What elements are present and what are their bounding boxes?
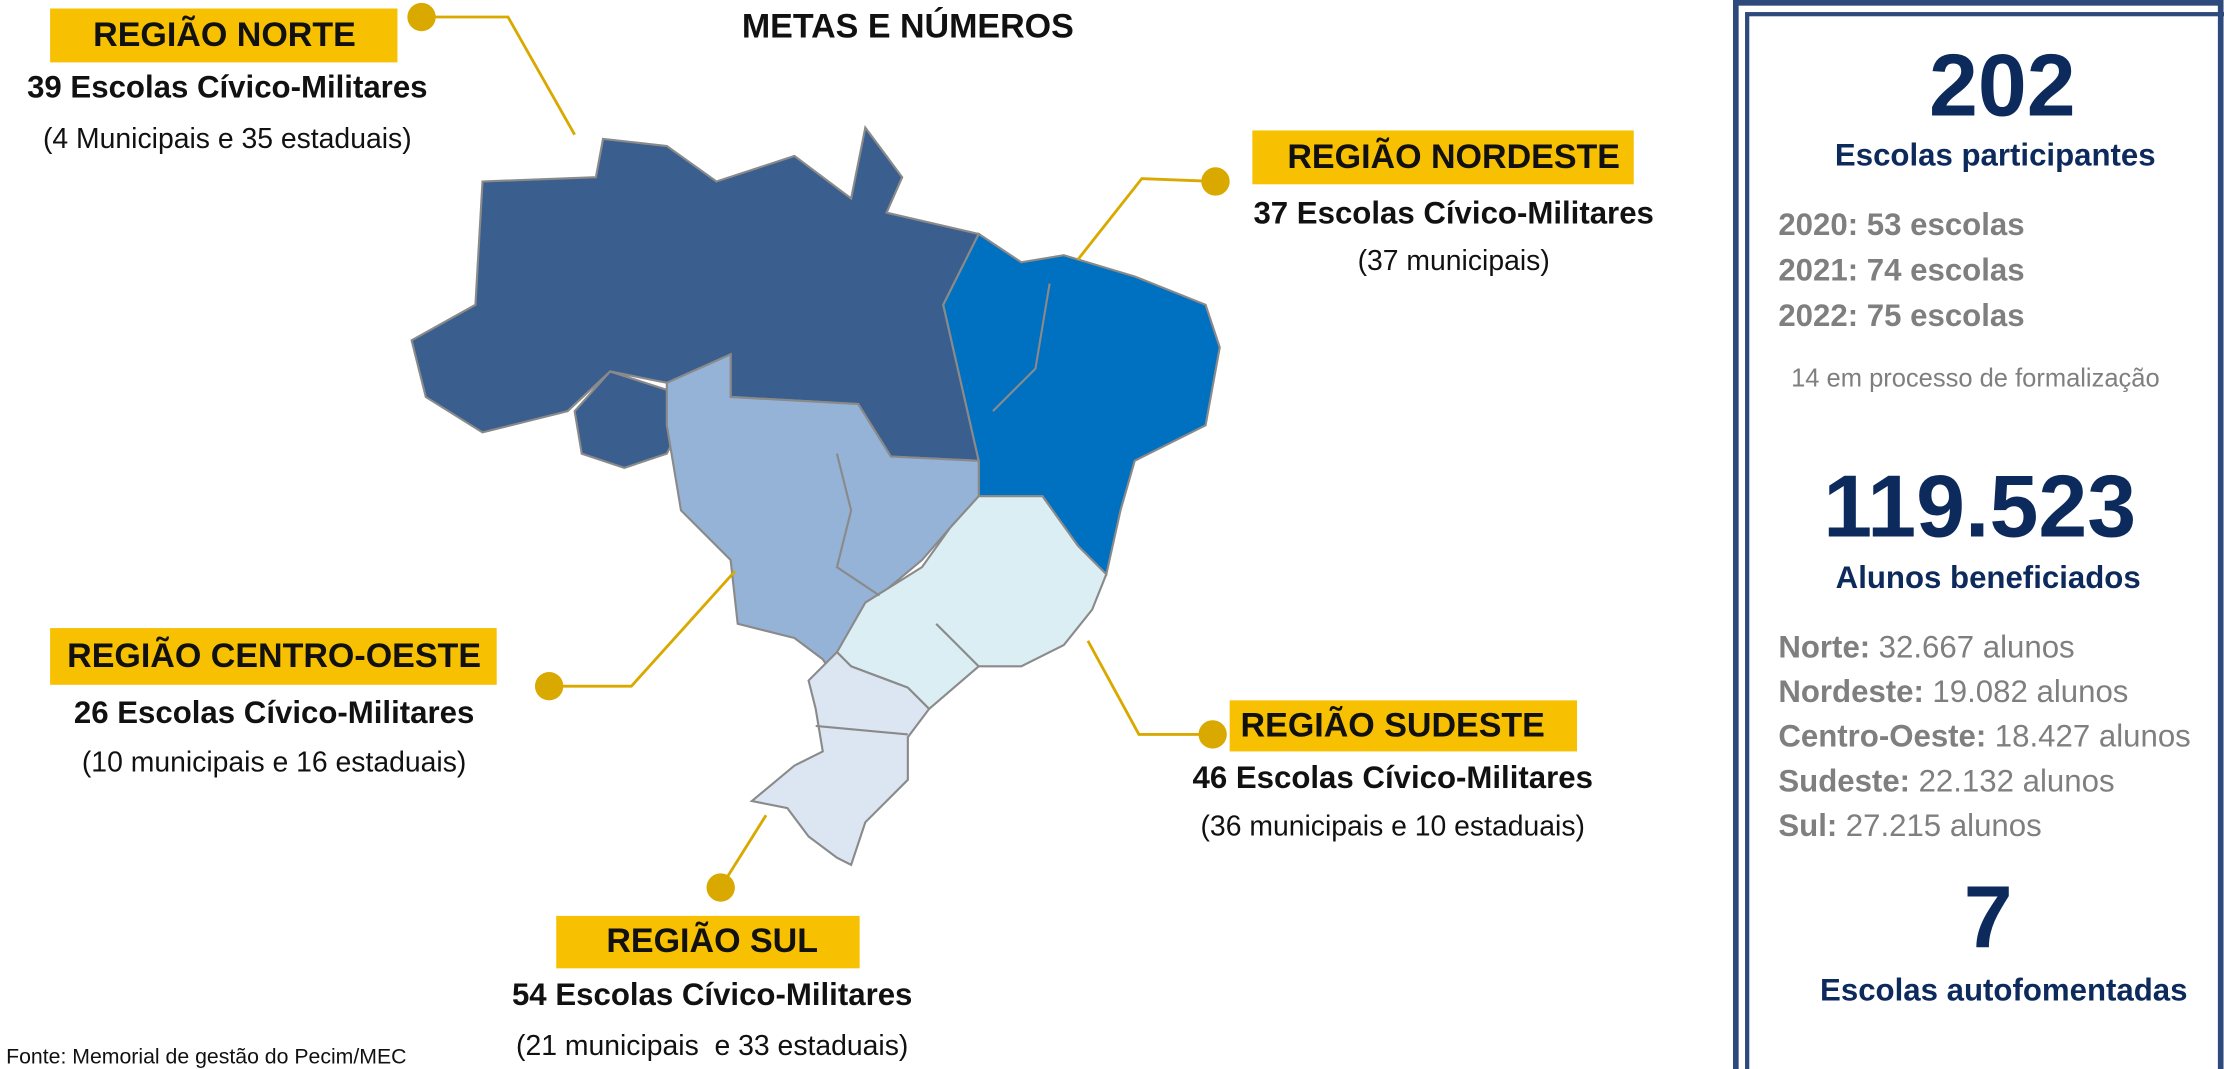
source: Fonte: Memorial de gestão do Pecim/MEC [6,1044,406,1068]
students-line: Norte: 32.667 alunos [1778,630,2074,665]
count: 19.082 alunos [1932,674,2128,709]
students-total: 119.523 [1823,456,2136,555]
year-line: 2022: 75 escolas [1778,298,2024,333]
region-detail: (10 municipais e 16 estaduais) [82,747,466,779]
year-line: 2020: 53 escolas [1778,207,2024,242]
map-border [992,283,1051,412]
region-name: REGIÃO CENTRO-OESTE [67,637,481,675]
region: Norte: [1778,630,1870,665]
region-name: REGIÃO NORTE [93,16,356,54]
leader-dot [1201,167,1230,196]
region: Sul: [1778,808,1837,843]
leader-line [1086,640,1213,736]
self-funded: 7 [1964,868,2013,967]
leader-dot [534,672,564,701]
region-detail: (21 municipais e 33 estaduais) [516,1030,908,1062]
leader-line [1076,177,1216,261]
leader-line [421,15,576,136]
map-sudeste [835,495,1108,711]
region-schools: 39 Escolas Cívico-Militares [27,70,427,105]
region-schools: 37 Escolas Cívico-Militares [1253,196,1653,231]
sidebar-border [1745,12,2224,1069]
students-line: Nordeste: 19.082 alunos [1778,674,2128,709]
map-sul [749,650,931,867]
leader-dot [706,873,735,902]
region-name: REGIÃO SUDESTE [1241,706,1545,744]
count: 18.427 alunos [1995,719,2191,754]
region-label-box [50,628,497,685]
students-label: Alunos beneficiados [1836,560,2141,595]
leader-line [549,570,736,688]
count: 22.132 alunos [1919,764,2115,799]
pending-note: 14 em processo de formalização [1791,365,2160,393]
region-label-box [556,915,860,969]
students-line: Sudeste: 22.132 alunos [1778,764,2114,799]
self-funded-label: Escolas autofomentadas [1820,973,2187,1008]
region-detail: (4 Municipais e 35 estaduais) [43,123,412,155]
region: Centro-Oeste: [1778,719,1986,754]
leader-dot [407,2,436,32]
title: METAS E NÚMEROS [742,7,1074,45]
count: 27.215 alunos [1846,808,2042,843]
schools-label: Escolas participantes [1835,138,2156,173]
schools-total: 202 [1929,35,2076,134]
region-label-box [1252,130,1634,185]
region-name: REGIÃO NORDESTE [1287,138,1620,176]
region-detail: (37 municipais) [1358,245,1550,277]
map-centro-oeste [665,352,980,683]
sidebar: 202 Escolas participantes 2020: 53 escol… [1732,0,2224,1069]
count: 32.667 alunos [1879,630,2075,665]
region-schools: 54 Escolas Cívico-Militares [512,977,912,1012]
map-border [835,453,881,597]
leader-dot [1198,720,1227,749]
region-label-box [50,8,398,63]
region-name: REGIÃO SUL [606,922,818,960]
region: Sudeste: [1778,764,1910,799]
brazil-map [410,125,1221,867]
map-border [815,724,908,736]
region: Nordeste: [1778,674,1924,709]
students-line: Sul: 27.215 alunos [1778,808,2041,843]
sidebar-border [1732,0,2224,1069]
region-label-box [1229,700,1578,752]
map-border [935,623,980,668]
students-line: Centro-Oeste: 18.427 alunos [1778,719,2190,754]
region-schools: 26 Escolas Cívico-Militares [74,695,474,730]
region-schools: 46 Escolas Cívico-Militares [1193,760,1593,795]
leader-line [719,814,768,889]
region-detail: (36 municipais e 10 estaduais) [1201,810,1585,842]
students-by-region: Norte: 32.667 alunos Nordeste: 19.082 aluno… [1778,630,2190,844]
year-line: 2021: 74 escolas [1778,252,2024,287]
